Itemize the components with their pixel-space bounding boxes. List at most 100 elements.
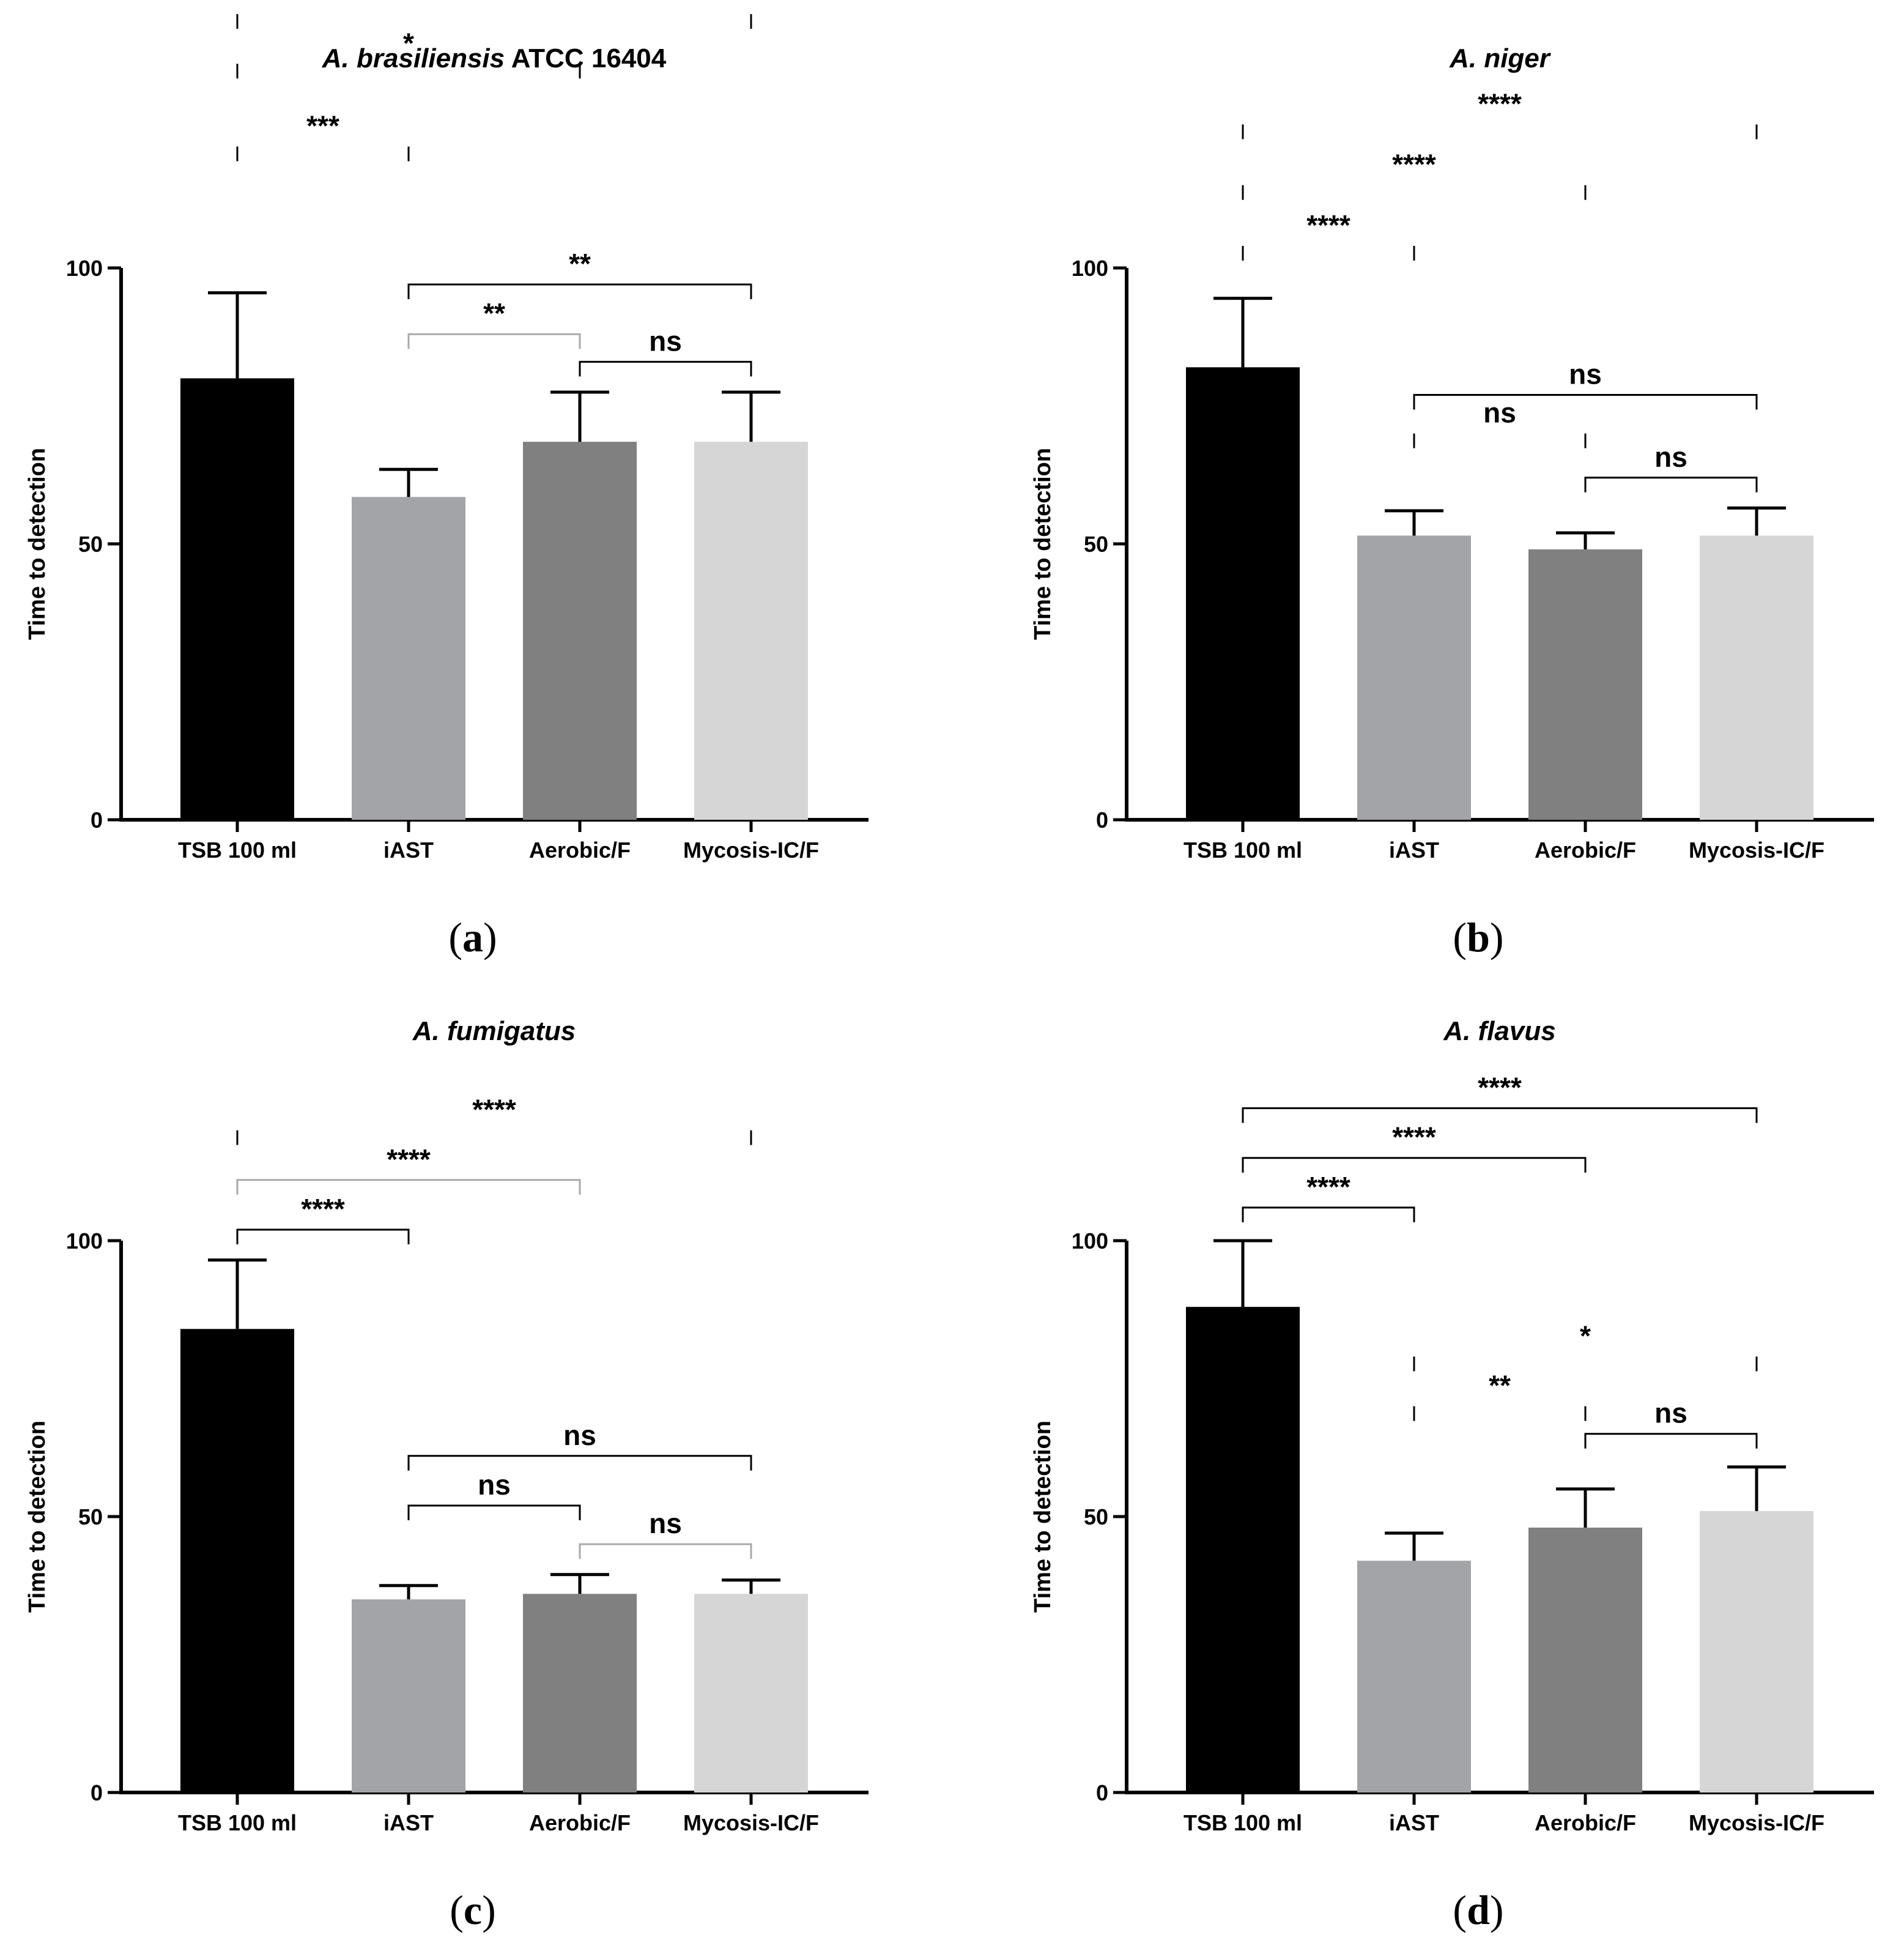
significance-bracket <box>407 1455 752 1471</box>
chart-title-italic: A. niger <box>1449 43 1552 73</box>
panel-label-open: ( <box>1453 1887 1467 1933</box>
x-tick-label: Mycosis-IC/F <box>1689 1810 1824 1835</box>
significance-label: ns <box>1654 1397 1687 1429</box>
significance-label: ns <box>1483 397 1516 429</box>
panel-label: (b) <box>1453 914 1503 960</box>
panel-label-open: ( <box>450 1887 464 1933</box>
significance-label: ns <box>649 325 682 357</box>
significance-label: ns <box>1569 358 1602 390</box>
x-tick-label: iAST <box>1389 838 1439 863</box>
significance-bracket <box>407 283 752 300</box>
bar-4 <box>1700 535 1813 820</box>
panel-label-close: ) <box>483 914 497 960</box>
panel-label-open: ( <box>1453 914 1467 960</box>
significance-label: **** <box>1392 1121 1436 1153</box>
chart-title: A. flavus <box>1443 1016 1555 1046</box>
significance-label: ** <box>569 248 591 280</box>
significance-label: *** <box>306 110 339 142</box>
significance-label: **** <box>1478 87 1522 119</box>
chart-title-italic: A. brasiliensis <box>322 43 505 73</box>
significance-label: **** <box>1478 1072 1522 1104</box>
bar-2 <box>352 497 465 820</box>
significance-label: ns <box>563 1419 596 1451</box>
bar-2 <box>1357 1561 1471 1792</box>
panel-label: (c) <box>450 1887 496 1933</box>
significance-label: **** <box>472 1094 516 1126</box>
panel-c: A. fumigatus Time to detection 0 50 100 TSB 1… <box>24 1016 869 1933</box>
significance-label: * <box>1580 1320 1591 1351</box>
chart-title-italic: A. fumigatus <box>412 1016 576 1046</box>
x-tick-label: Mycosis-IC/F <box>683 838 819 863</box>
y-tick-label: 0 <box>1096 1780 1108 1805</box>
y-tick-label: 50 <box>1084 1504 1108 1529</box>
significance-label: ** <box>483 297 505 329</box>
panel-d: A. flavus Time to detection 0 50 100 TSB 100 … <box>1030 1016 1874 1933</box>
y-tick-label: 0 <box>1096 808 1108 833</box>
significance-label: * <box>489 0 500 9</box>
x-tick-label: Mycosis-IC/F <box>1689 838 1824 863</box>
x-tick-label: Mycosis-IC/F <box>683 1810 819 1835</box>
y-tick-label: 50 <box>78 1504 103 1529</box>
significance-label: ns <box>649 1507 682 1539</box>
x-tick-label: iAST <box>1389 1810 1439 1835</box>
x-tick-label: iAST <box>383 1810 434 1835</box>
y-axis-label: Time to detection <box>24 448 50 640</box>
significance-bracket <box>579 360 752 377</box>
y-tick-label: 100 <box>1072 256 1108 281</box>
x-tick-label: TSB 100 ml <box>178 838 297 863</box>
y-tick-label: 100 <box>66 256 103 281</box>
significance-bracket <box>236 1179 581 1195</box>
panel-label-letter: b <box>1467 914 1490 960</box>
bar-4 <box>1700 1510 1813 1792</box>
panel-b: A. niger Time to detection 0 50 100 TSB 100 m… <box>1030 43 1874 960</box>
x-tick-label: Aerobic/F <box>1535 1810 1636 1835</box>
x-tick-label: Aerobic/F <box>529 838 631 863</box>
significance-bracket <box>407 1504 581 1520</box>
bar-2 <box>1357 535 1471 820</box>
bar-3 <box>1528 1528 1642 1792</box>
significance-bracket <box>1242 1206 1415 1222</box>
panel-label-open: ( <box>448 914 462 960</box>
x-tick-label: TSB 100 ml <box>1184 1810 1302 1835</box>
x-tick-label: TSB 100 ml <box>1184 838 1302 863</box>
bar-1 <box>180 1329 294 1792</box>
panel-label-close: ) <box>1490 1887 1504 1933</box>
significance-bracket <box>1413 393 1758 410</box>
significance-label: **** <box>387 1143 431 1175</box>
bar-3 <box>1528 549 1642 820</box>
panel-label: (a) <box>448 914 497 960</box>
panel-label-close: ) <box>482 1887 496 1933</box>
y-axis-label: Time to detection <box>1030 448 1056 640</box>
y-tick-label: 0 <box>91 1780 103 1805</box>
bar-1 <box>180 378 294 820</box>
panel-label-letter: d <box>1467 1887 1490 1933</box>
x-tick-label: Aerobic/F <box>529 1810 631 1835</box>
panel-label-close: ) <box>1490 914 1504 960</box>
x-tick-label: iAST <box>383 838 434 863</box>
significance-label: **** <box>301 1193 345 1225</box>
panel-a: A. brasiliensis ATCC 16404 Time to detect… <box>24 0 869 960</box>
significance-bracket <box>407 333 581 349</box>
significance-label: ns <box>1654 441 1687 473</box>
chart-title-strain: ATCC 16404 <box>505 43 667 73</box>
significance-bracket <box>1242 1157 1587 1173</box>
bar-1 <box>1186 1307 1300 1792</box>
significance-label: * <box>403 27 414 59</box>
y-axis-label: Time to detection <box>24 1421 50 1613</box>
significance-bracket <box>1584 1433 1758 1449</box>
x-tick-label: TSB 100 ml <box>178 1810 297 1835</box>
panel-label-letter: c <box>464 1887 482 1933</box>
significance-label: **** <box>1306 1171 1350 1203</box>
panel-label: (d) <box>1453 1887 1503 1933</box>
significance-bracket <box>236 1228 410 1244</box>
chart-title-italic: A. flavus <box>1443 1016 1555 1046</box>
y-tick-label: 0 <box>91 808 103 833</box>
significance-bracket <box>579 1543 752 1559</box>
chart-title: A. niger <box>1449 43 1552 73</box>
bar-3 <box>523 1594 637 1792</box>
bar-1 <box>1186 367 1300 820</box>
chart-title: A. brasiliensis ATCC 16404 <box>322 43 667 73</box>
significance-label: ** <box>1489 1370 1511 1402</box>
